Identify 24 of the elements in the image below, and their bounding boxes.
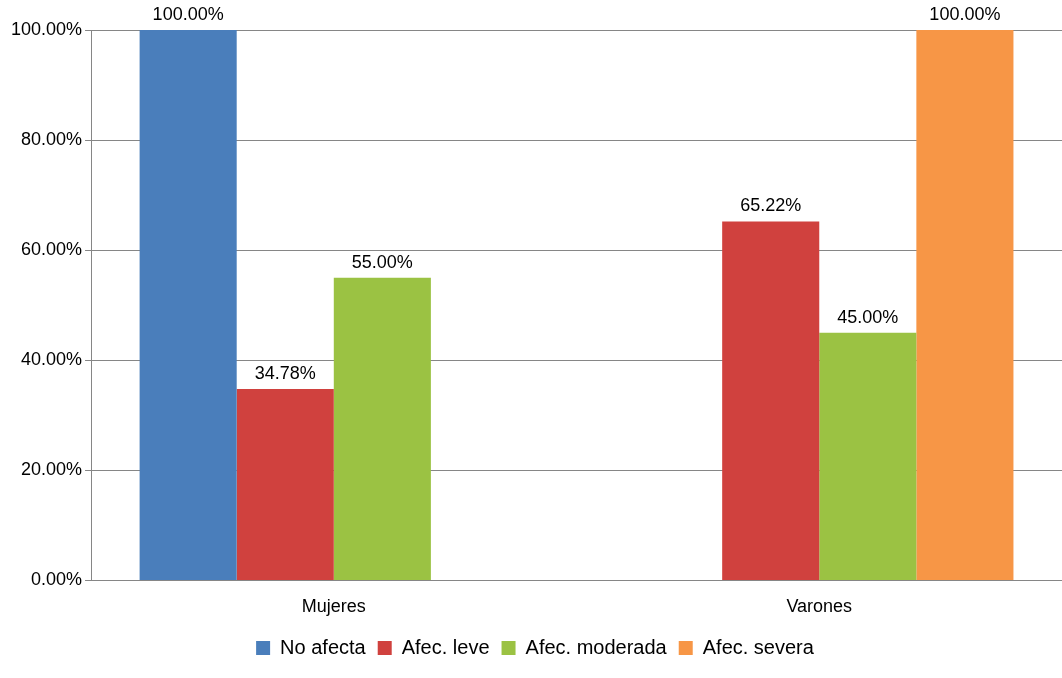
y-tick-label: 40.00% <box>21 349 83 370</box>
data-label: 45.00% <box>837 306 899 327</box>
data-label: 100.00% <box>152 3 224 24</box>
x-tick-label: Mujeres <box>301 596 366 617</box>
x-tick-label: Varones <box>786 596 853 617</box>
bar <box>236 388 334 580</box>
bar <box>333 277 431 580</box>
y-tick-label: 20.00% <box>21 459 83 480</box>
y-tick-label: 0.00% <box>31 569 83 590</box>
y-tick-label: 60.00% <box>21 239 83 260</box>
data-label: 34.78% <box>254 362 316 383</box>
y-tick-label: 100.00% <box>11 18 83 39</box>
data-label: 65.22% <box>740 195 802 216</box>
y-tick-label: 80.00% <box>21 129 83 150</box>
bar <box>139 30 237 580</box>
legend-label: Afec. severa <box>702 635 815 658</box>
legend-label: Afec. moderada <box>525 635 668 658</box>
bar <box>819 332 917 580</box>
data-label: 55.00% <box>351 251 413 272</box>
legend-label: No afecta <box>280 635 367 658</box>
legend-label: Afec. leve <box>401 635 490 658</box>
bar <box>916 30 1014 580</box>
bar <box>722 221 820 580</box>
data-label: 100.00% <box>929 3 1001 24</box>
